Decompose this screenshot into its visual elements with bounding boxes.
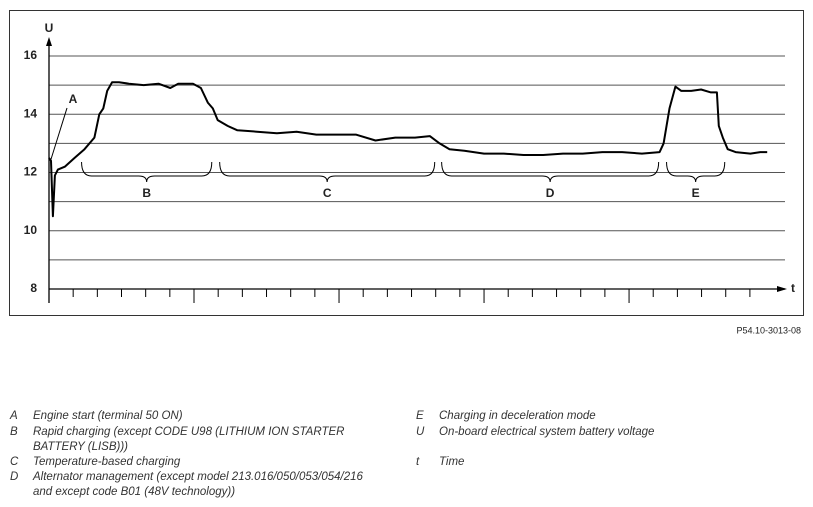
span-bracket bbox=[441, 161, 660, 183]
span-label: D bbox=[546, 186, 555, 200]
note-key: U bbox=[416, 426, 425, 438]
note-key: t bbox=[416, 456, 420, 468]
note-text: Engine start (terminal 50 ON) bbox=[33, 410, 183, 422]
note-text: On-board electrical system battery volta… bbox=[439, 426, 654, 438]
note-text: Charging in deceleration mode bbox=[439, 410, 596, 422]
annotation-label: A bbox=[69, 92, 78, 106]
span-bracket bbox=[219, 161, 436, 183]
voltage-line bbox=[48, 81, 768, 218]
span-bracket bbox=[81, 161, 213, 183]
x-arrow bbox=[777, 286, 787, 292]
y-tick-label: 8 bbox=[30, 281, 37, 295]
annotation-leader bbox=[50, 107, 68, 160]
note-key: C bbox=[10, 456, 19, 468]
note-text: Rapid charging (except CODE U98 (LITHIUM… bbox=[33, 426, 344, 438]
x-axis-label: t bbox=[791, 281, 795, 295]
note-key: D bbox=[10, 471, 18, 483]
note-key: A bbox=[9, 410, 18, 422]
note-text: and except code B01 (48V technology)) bbox=[33, 486, 235, 498]
note-text: BATTERY (LISB))) bbox=[33, 441, 128, 453]
span-bracket bbox=[666, 161, 726, 183]
y-tick-label: 16 bbox=[24, 48, 38, 62]
frame bbox=[9, 10, 804, 316]
figure-id: P54.10-3013-08 bbox=[736, 325, 801, 335]
note-text: Temperature-based charging bbox=[33, 456, 181, 468]
note-key: E bbox=[416, 410, 424, 422]
y-tick-label: 12 bbox=[24, 165, 38, 179]
y-tick-label: 10 bbox=[24, 223, 38, 237]
span-label: B bbox=[142, 186, 151, 200]
span-label: C bbox=[323, 186, 332, 200]
note-text: Time bbox=[439, 456, 464, 468]
note-key: B bbox=[10, 426, 18, 438]
note-text: Alternator management (except model 213.… bbox=[32, 471, 363, 483]
y-arrow bbox=[46, 37, 52, 46]
span-label: E bbox=[692, 186, 700, 200]
y-tick-label: 14 bbox=[24, 106, 38, 120]
y-axis-label: U bbox=[45, 21, 54, 35]
